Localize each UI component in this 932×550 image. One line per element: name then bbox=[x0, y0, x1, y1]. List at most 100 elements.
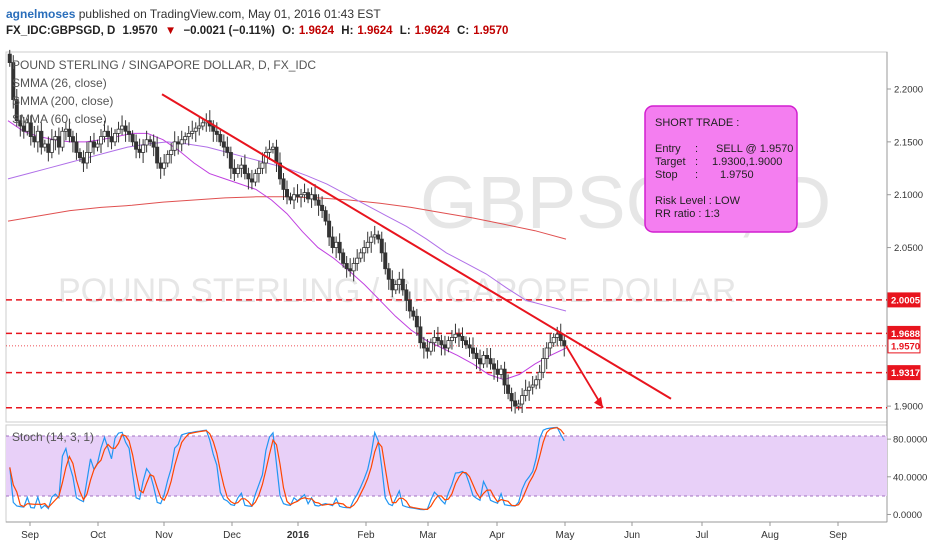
candle-body bbox=[67, 128, 72, 137]
candle-body bbox=[270, 146, 275, 150]
candle-body bbox=[144, 139, 149, 146]
candle-body bbox=[106, 130, 111, 137]
candle-body bbox=[541, 358, 546, 373]
publish-info: agnelmoses published on TradingView.com,… bbox=[6, 7, 381, 21]
short-trade-box[interactable]: SHORT TRADE : Entry : SELL @ 1.9570 Targ… bbox=[644, 105, 798, 233]
candle-body bbox=[218, 134, 223, 143]
candle-body bbox=[562, 340, 567, 347]
candle-body bbox=[141, 144, 146, 153]
price-tick-label: 2.0500 bbox=[894, 243, 923, 254]
candle-body bbox=[18, 120, 23, 127]
candle-body bbox=[478, 358, 483, 365]
stop-colon: : bbox=[695, 169, 698, 181]
candle-body bbox=[172, 141, 177, 151]
candle-body bbox=[183, 136, 188, 141]
study-smma26[interactable]: SMMA (26, close) bbox=[12, 76, 107, 90]
candle-body bbox=[28, 122, 33, 137]
candle-body bbox=[228, 152, 233, 169]
candle-body bbox=[309, 194, 314, 200]
candle-body bbox=[123, 125, 128, 132]
time-tick-label: 2016 bbox=[287, 530, 310, 541]
candle-body bbox=[499, 368, 504, 375]
candle-body bbox=[7, 53, 12, 63]
candle-body bbox=[534, 379, 539, 386]
candle-body bbox=[49, 139, 54, 153]
candle-body bbox=[344, 263, 349, 270]
price-tick-label: 2.1000 bbox=[894, 190, 923, 201]
candle-body bbox=[341, 252, 346, 264]
time-tick-label: Mar bbox=[419, 530, 437, 541]
candle-body bbox=[358, 252, 363, 259]
candle-body bbox=[193, 127, 198, 132]
candle-body bbox=[88, 141, 93, 153]
candle-body bbox=[95, 143, 100, 148]
candle-body bbox=[186, 132, 191, 137]
candle-body bbox=[134, 141, 139, 150]
candle-body bbox=[337, 241, 342, 254]
candle-body bbox=[239, 164, 244, 169]
trade-box-bg bbox=[644, 105, 798, 233]
publisher-link[interactable]: agnelmoses bbox=[6, 7, 76, 21]
candle-body bbox=[179, 139, 184, 145]
chart-canvas[interactable]: GBPSGD, D POUND STERLING / SINGAPORE DOL… bbox=[0, 44, 932, 550]
candle-body bbox=[362, 247, 367, 254]
low-label: L: bbox=[399, 25, 411, 37]
study-title: POUND STERLING / SINGAPORE DOLLAR, D, FX… bbox=[12, 58, 316, 72]
candle-body bbox=[74, 141, 79, 153]
candle-body bbox=[513, 400, 518, 407]
candle-body bbox=[348, 268, 353, 272]
high-label: H: bbox=[341, 25, 354, 37]
candle-body bbox=[253, 173, 258, 183]
candle-body bbox=[232, 167, 237, 174]
candle-body bbox=[151, 141, 156, 148]
candle-body bbox=[442, 344, 447, 349]
candle-body bbox=[453, 333, 458, 338]
candle-body bbox=[432, 337, 437, 344]
candle-body bbox=[369, 236, 374, 243]
candle-body bbox=[14, 99, 19, 122]
candle-body bbox=[404, 289, 409, 301]
candle-body bbox=[474, 352, 479, 359]
candle-body bbox=[127, 130, 132, 135]
symbol-info: FX_IDC:GBPSGD, D 1.9570 ▼ −0.0021 (−0.11… bbox=[6, 25, 512, 37]
candle-body bbox=[411, 310, 416, 317]
candle-body bbox=[414, 315, 419, 328]
candle-body bbox=[155, 146, 160, 164]
candle-body bbox=[330, 236, 335, 248]
candle-body bbox=[365, 241, 370, 248]
time-tick-label: Nov bbox=[155, 530, 173, 541]
candle-body bbox=[165, 154, 170, 164]
candle-body bbox=[527, 386, 532, 391]
study-smma60[interactable]: SMMA (60, close) bbox=[12, 112, 107, 126]
candle-body bbox=[306, 192, 311, 200]
candle-body bbox=[548, 342, 553, 349]
candle-body bbox=[428, 342, 433, 352]
entry-colon: : bbox=[695, 143, 698, 155]
candle-body bbox=[235, 167, 240, 174]
study-stoch[interactable]: Stoch (14, 3, 1) bbox=[12, 430, 94, 444]
time-tick-label: Aug bbox=[761, 530, 779, 541]
candle-body bbox=[267, 148, 272, 153]
candle-body bbox=[334, 241, 339, 248]
study-smma200[interactable]: SMMA (200, close) bbox=[12, 94, 113, 108]
stoch-d-line bbox=[9, 427, 565, 511]
candle-body bbox=[488, 358, 493, 365]
price-label-text: 1.9317 bbox=[891, 368, 920, 379]
projection-arrow bbox=[565, 345, 604, 409]
candle-body bbox=[544, 347, 549, 359]
candle-body bbox=[397, 278, 402, 285]
candle-body bbox=[99, 136, 104, 145]
price-label-text: 2.0005 bbox=[891, 295, 921, 306]
candle-body bbox=[376, 234, 381, 240]
candle-body bbox=[256, 167, 261, 174]
candle-body bbox=[284, 189, 289, 198]
stop-label: Stop bbox=[655, 169, 678, 181]
candle-body bbox=[63, 128, 68, 132]
candle-body bbox=[516, 403, 521, 407]
candle-body bbox=[176, 141, 181, 145]
candle-body bbox=[221, 141, 226, 148]
arrow-head-icon bbox=[594, 396, 603, 408]
candle-body bbox=[320, 204, 325, 211]
symbol-label: FX_IDC:GBPSGD, D bbox=[6, 25, 116, 37]
candle-body bbox=[425, 347, 430, 352]
